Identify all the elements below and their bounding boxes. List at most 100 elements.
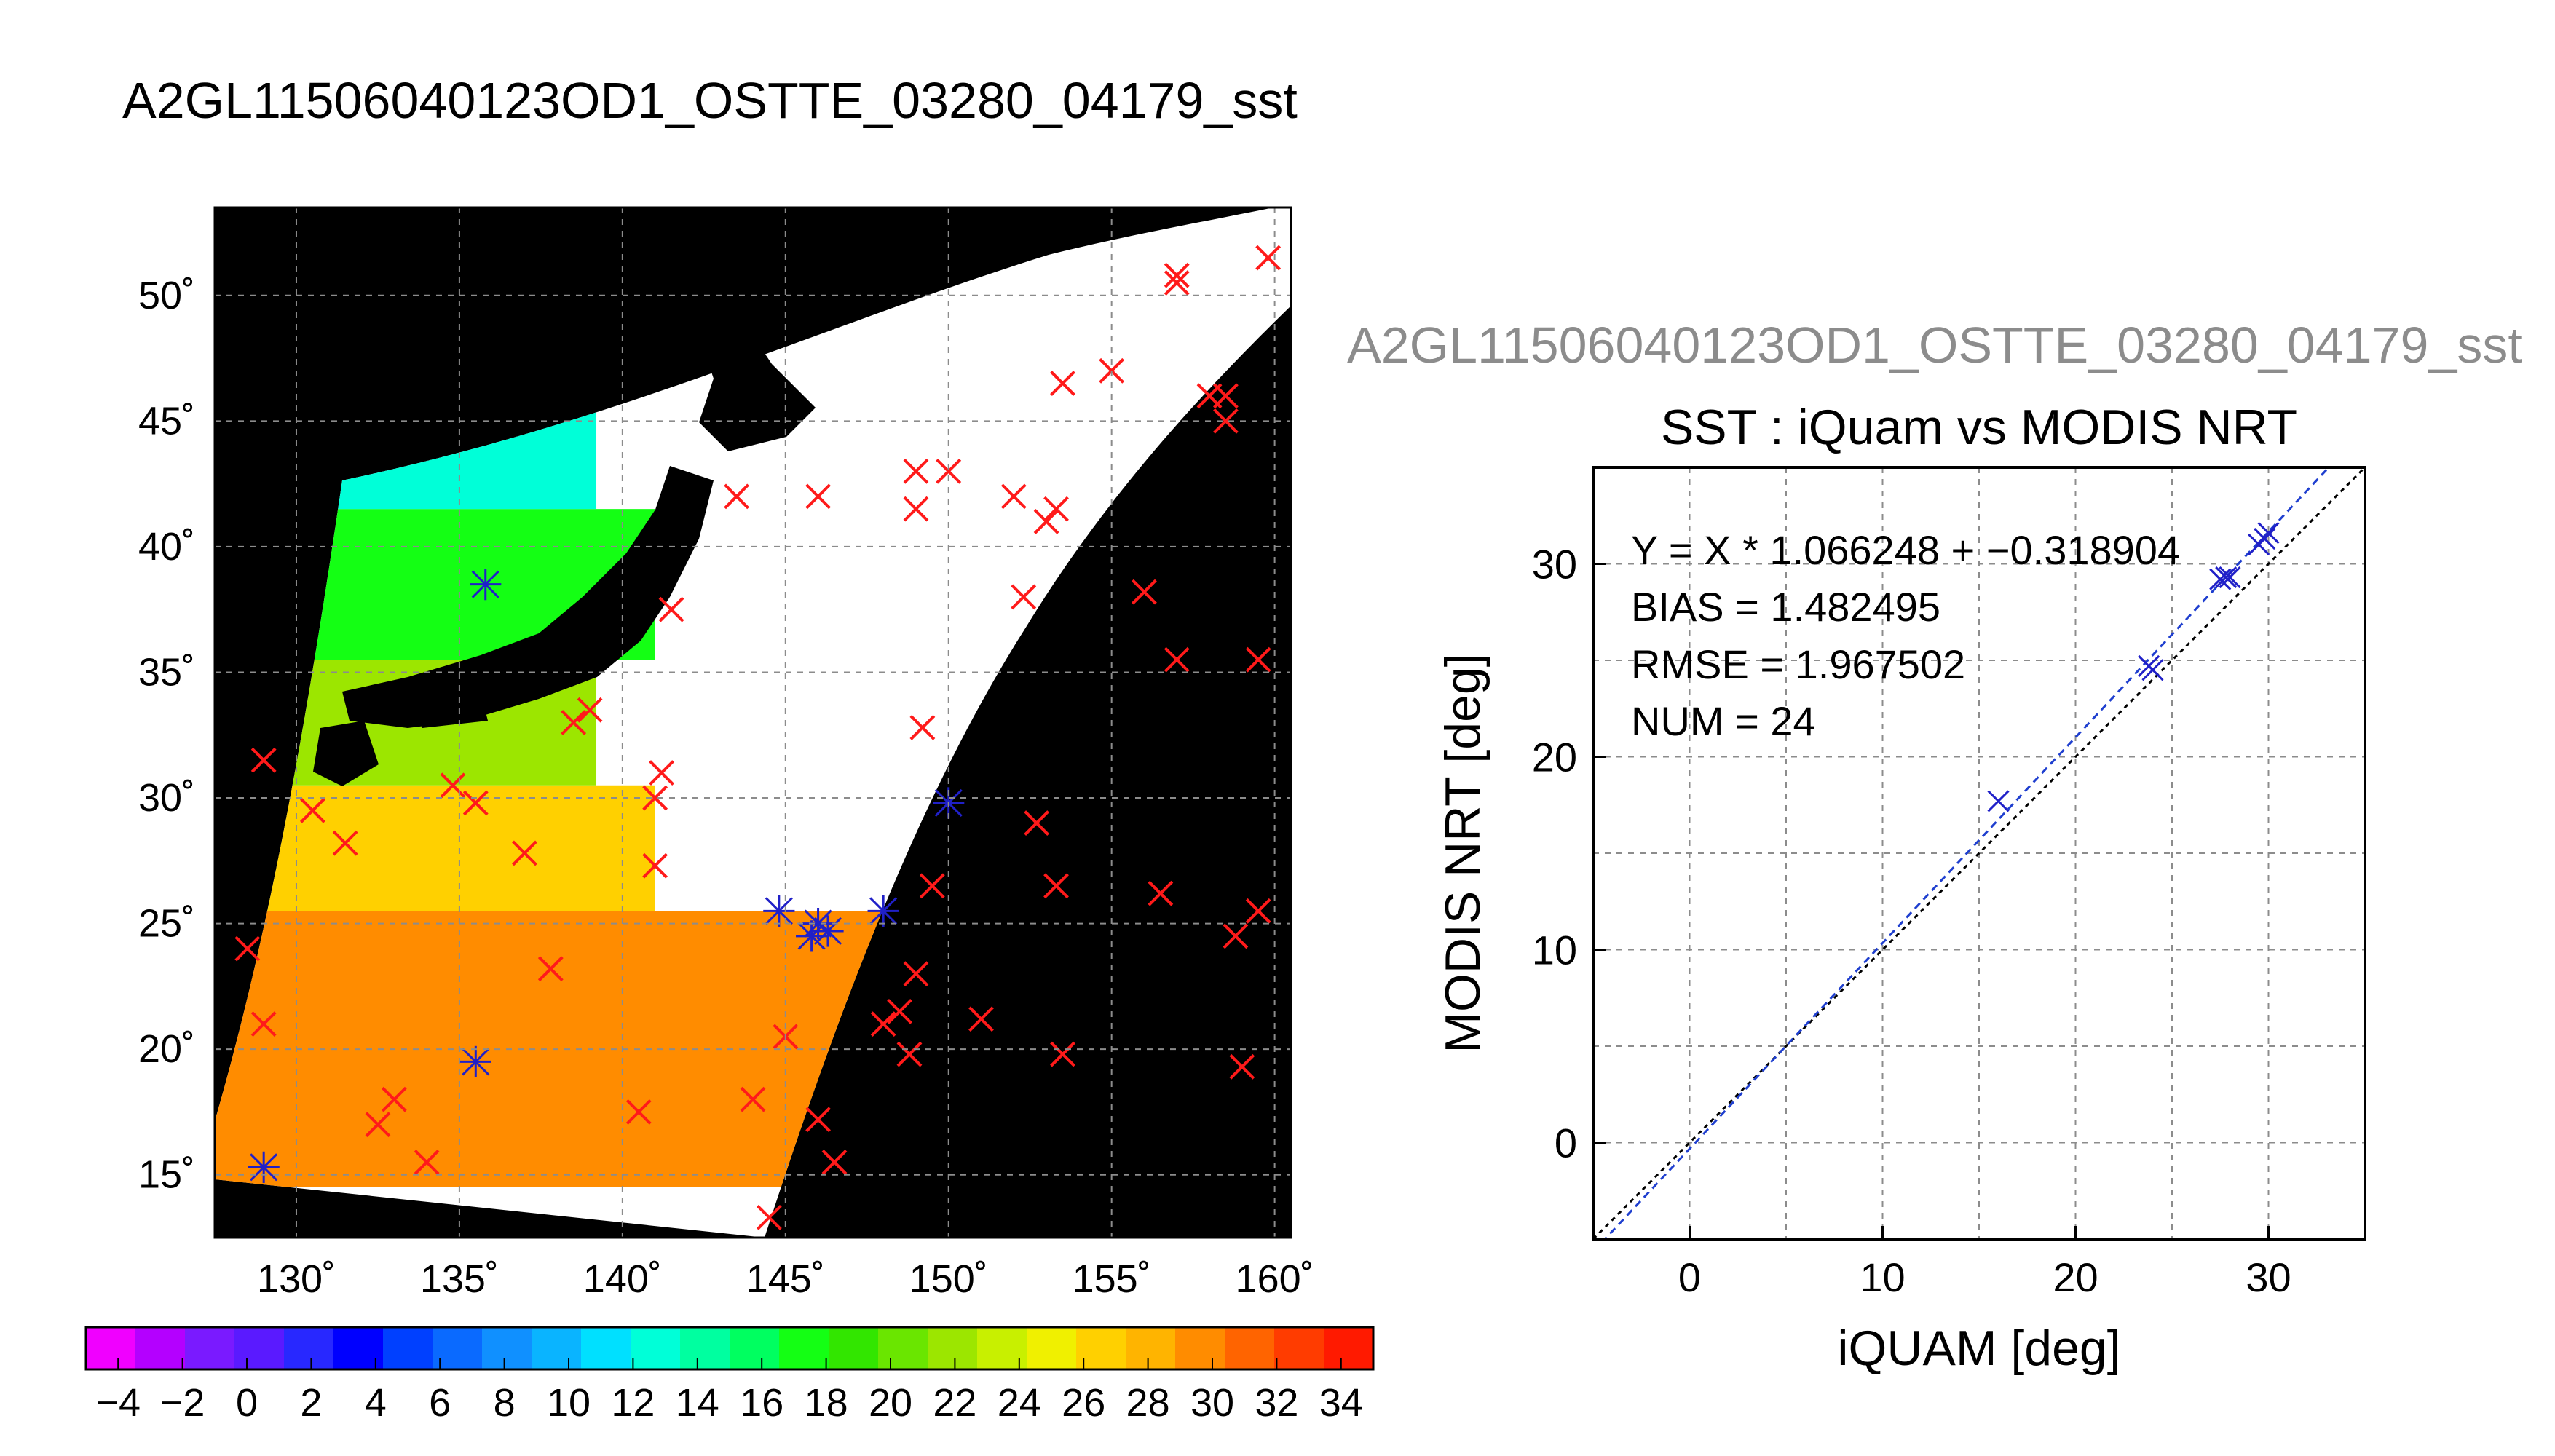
- matchup-blue-star: [459, 1045, 491, 1078]
- map-lon-tick-label: 140˚: [583, 1257, 662, 1301]
- matchup-red-x: [936, 458, 962, 484]
- matchup-red-x: [805, 483, 831, 510]
- colorbar-swatches: [86, 1327, 1374, 1369]
- colorbar-tick-label: 18: [805, 1381, 848, 1425]
- colorbar-swatch: [482, 1327, 532, 1369]
- map-lat-tick-label: 30˚: [138, 776, 195, 820]
- map-lon-tick-label: 135˚: [420, 1257, 499, 1301]
- regression-line: [1603, 467, 2331, 1239]
- colorbar-tick-label: −2: [160, 1381, 205, 1425]
- scatter-y-tick-label: 30: [1532, 542, 1577, 587]
- land-hokkaido: [699, 218, 816, 451]
- scatter-plot: 0 10 20 30 0 10 20 30 Y = X * 1.066248 + −0.31…: [1435, 466, 2366, 1376]
- colorbar-tick-label: 8: [494, 1381, 516, 1425]
- map-frame: [213, 206, 1292, 1239]
- colorbar-tick-label: 20: [869, 1381, 912, 1425]
- colorbar-swatch: [829, 1327, 879, 1369]
- matchup-red-x: [414, 1150, 440, 1175]
- matchup-red-x: [887, 998, 912, 1024]
- map-lon-ticks: 130˚ 135˚ 140˚ 145˚ 150˚ 155˚ 160˚: [257, 1257, 1314, 1301]
- matchup-red-x: [561, 710, 587, 735]
- matchup-red-x: [642, 852, 668, 879]
- colorbar-tick-label: 2: [300, 1381, 322, 1425]
- scatter-grid: [1593, 467, 2365, 1239]
- colorbar-swatch: [730, 1327, 780, 1369]
- scatter-point: [2209, 568, 2232, 590]
- colorbar-swatch: [1126, 1327, 1176, 1369]
- matchup-red-x: [1011, 584, 1037, 610]
- colorbar-swatch: [383, 1327, 433, 1369]
- matchup-red-x: [1229, 1053, 1255, 1080]
- matchup-red-x: [1164, 270, 1190, 296]
- matchup-blue-star: [470, 569, 502, 601]
- map-lat-tick-label: 40˚: [138, 525, 195, 569]
- scatter-x-tick-label: 30: [2246, 1254, 2291, 1300]
- matchup-markers: [234, 245, 1282, 1230]
- land-shikoku: [408, 692, 488, 728]
- matchup-red-x: [462, 790, 489, 816]
- colorbar-frame: [84, 1326, 1375, 1371]
- colorbar-swatch: [1324, 1327, 1374, 1369]
- matchup-red-x: [1132, 579, 1157, 605]
- matchup-red-x: [649, 760, 675, 786]
- map-lat-tick-label: 15˚: [138, 1153, 195, 1197]
- scatter-point: [2257, 522, 2280, 545]
- colorbar-tick-label: 6: [429, 1381, 451, 1425]
- matchup-red-x: [919, 873, 945, 899]
- matchup-red-x: [740, 1086, 766, 1112]
- matchup-red-x: [577, 697, 603, 723]
- stat-rmse: RMSE = 1.967502: [1631, 641, 1965, 687]
- matchup-red-x: [537, 956, 564, 982]
- matchup-red-x: [968, 1006, 994, 1032]
- map-lon-tick-label: 160˚: [1236, 1257, 1314, 1301]
- matchup-blue-star: [802, 907, 834, 940]
- matchup-red-x: [1000, 483, 1027, 510]
- scatter-title: SST : iQuam vs MODIS NRT: [1661, 400, 2297, 455]
- identity-line: [1593, 467, 2365, 1239]
- scatter-secondary-title: A2GL11506040123OD1_OSTTE_03280_04179_sst: [1347, 317, 2522, 373]
- colorbar-swatch: [185, 1327, 235, 1369]
- scatter-points: [1987, 522, 2280, 812]
- matchup-red-x: [909, 714, 936, 740]
- matchup-red-x: [440, 772, 466, 799]
- matchup-red-x: [250, 1011, 277, 1037]
- colorbar-swatch: [1225, 1327, 1275, 1369]
- matchup-red-x: [365, 1112, 391, 1138]
- scatter-y-ticks: 0 10 20 30: [1532, 542, 1606, 1166]
- matchup-red-x: [625, 1099, 652, 1125]
- colorbar-swatch: [433, 1327, 483, 1369]
- colorbar-swatch: [1027, 1327, 1077, 1369]
- colorbar-tick-label: 16: [740, 1381, 783, 1425]
- scatter-y-label: MODIS NRT [deg]: [1435, 653, 1490, 1053]
- scatter-point: [2254, 527, 2276, 550]
- matchup-red-x: [1164, 262, 1190, 288]
- map-lat-tick-label: 25˚: [138, 902, 195, 946]
- colorbar-swatch: [135, 1327, 186, 1369]
- matchup-red-x: [1255, 245, 1282, 271]
- scatter-point: [1987, 790, 2010, 812]
- colorbar-swatch: [1175, 1327, 1225, 1369]
- matchup-red-x: [1043, 496, 1069, 522]
- scatter-x-ticks: 0 10 20 30: [1678, 1226, 2291, 1300]
- matchup-red-x: [1050, 371, 1075, 396]
- colorbar-tick-label: 4: [365, 1381, 387, 1425]
- matchup-red-x: [1223, 923, 1249, 949]
- matchup-blue-star: [812, 915, 844, 947]
- colorbar-tick-label: 22: [933, 1381, 976, 1425]
- matchup-red-x: [1245, 898, 1271, 924]
- matchup-red-x: [332, 830, 358, 856]
- matchup-red-x: [1213, 408, 1239, 434]
- scatter-x-label: iQUAM [deg]: [1837, 1321, 2120, 1376]
- colorbar-tick-label: 32: [1255, 1381, 1298, 1425]
- colorbar-tick-label: 26: [1062, 1381, 1105, 1425]
- matchup-red-x: [903, 496, 929, 522]
- matchup-red-x: [1050, 1041, 1075, 1067]
- matchup-red-x: [512, 840, 537, 866]
- matchup-red-x: [1043, 873, 1069, 899]
- colorbar-swatch: [284, 1327, 334, 1369]
- scatter-point: [2141, 659, 2164, 681]
- colorbar-swatch: [234, 1327, 285, 1369]
- map-lat-tick-label: 45˚: [138, 399, 195, 443]
- colorbar-swatch: [532, 1327, 582, 1369]
